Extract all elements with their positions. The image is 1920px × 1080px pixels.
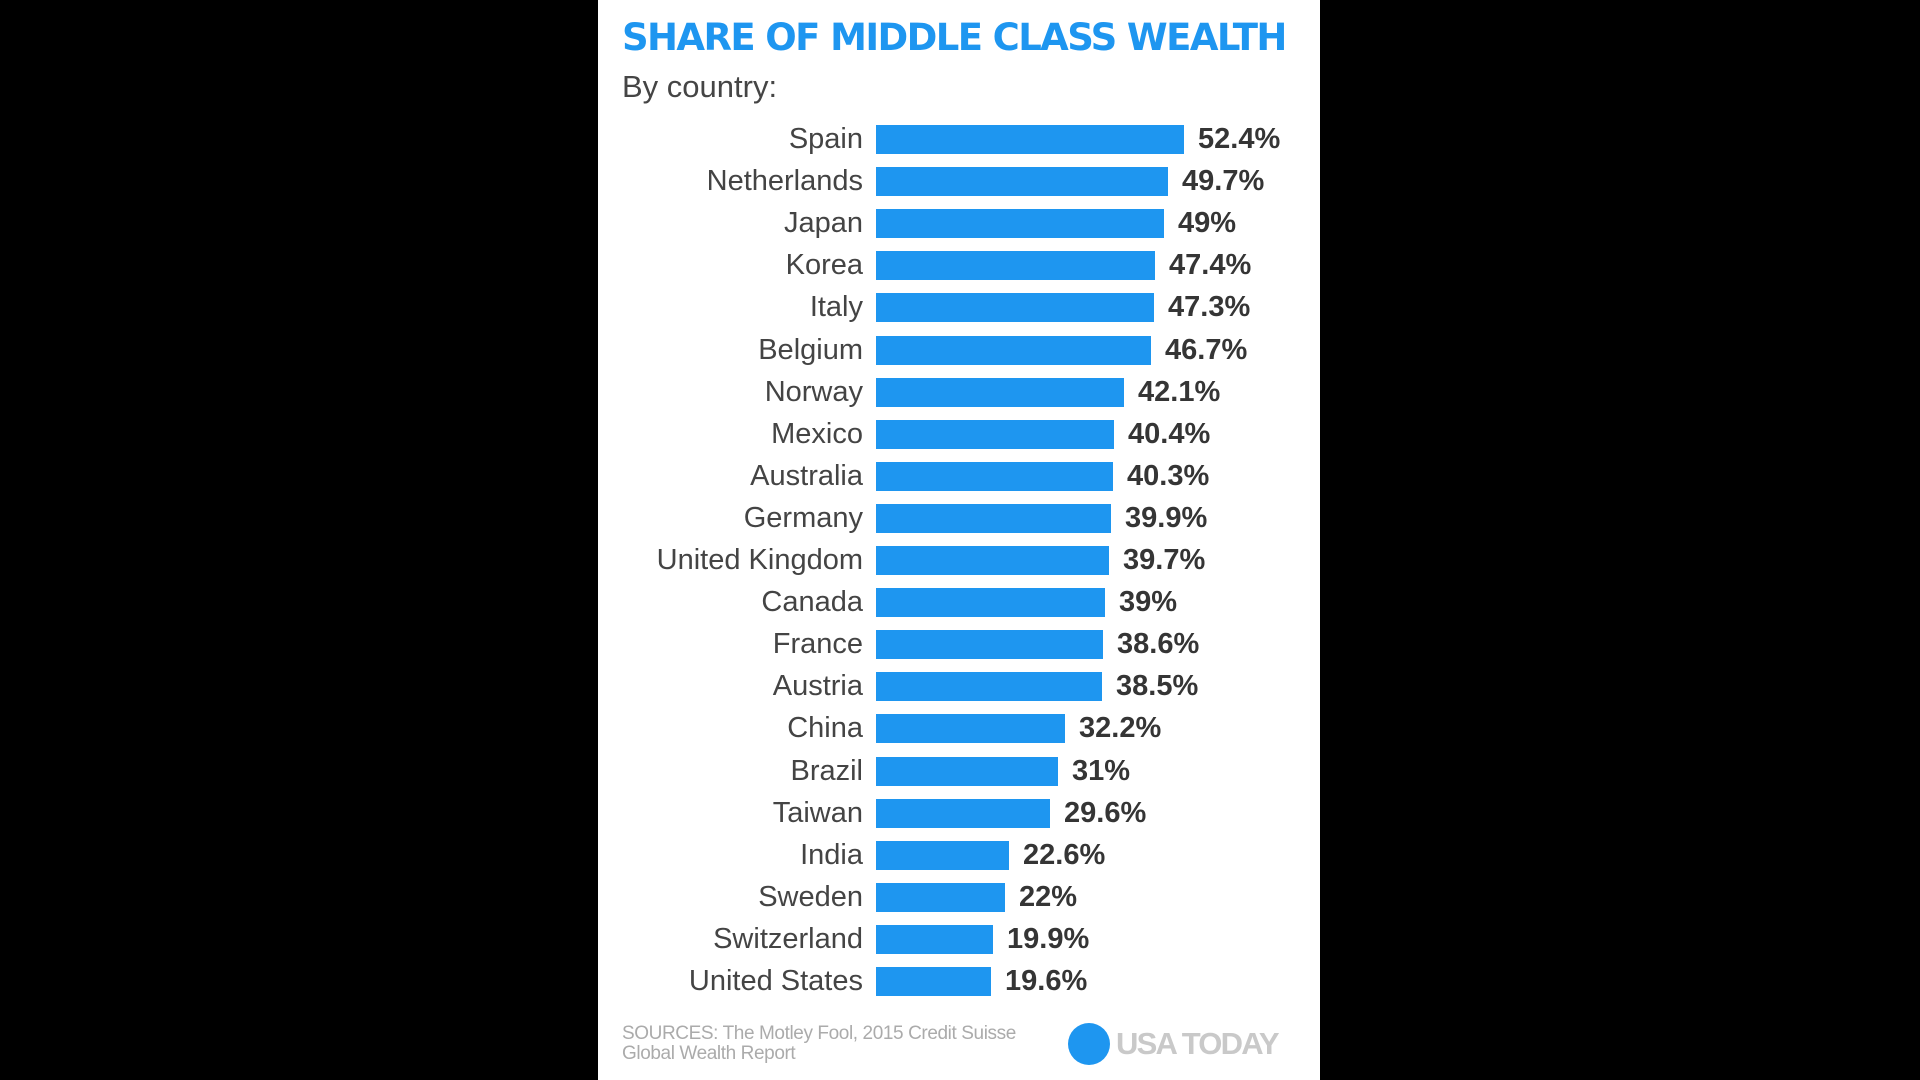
bar (876, 630, 1103, 659)
bar-row: United Kingdom 39.7% (598, 544, 1320, 576)
bar (876, 714, 1065, 743)
bar (876, 293, 1154, 322)
usa-today-logo: USA TODAY (1068, 1022, 1280, 1066)
bar-row: Germany 39.9% (598, 502, 1320, 534)
country-label: Switzerland (713, 923, 863, 955)
value-label: 40.3% (1127, 460, 1210, 492)
value-label: 39% (1119, 586, 1178, 618)
country-label: Canada (761, 586, 863, 618)
bar (876, 967, 991, 996)
value-label: 47.4% (1169, 249, 1252, 281)
value-label: 46.7% (1165, 334, 1248, 366)
value-label: 22% (1019, 881, 1078, 913)
value-label: 39.9% (1125, 502, 1208, 534)
bar (876, 757, 1058, 786)
usa-today-wordmark: USA TODAY (1116, 1026, 1280, 1061)
bar-row: Australia 40.3% (598, 460, 1320, 492)
value-label: 38.5% (1116, 670, 1199, 702)
value-label: 19.9% (1007, 923, 1090, 955)
country-label: Japan (783, 207, 863, 239)
bar (876, 504, 1111, 533)
bar (876, 546, 1109, 575)
country-label: Korea (785, 249, 863, 281)
country-label: Brazil (790, 755, 863, 787)
value-label: 32.2% (1079, 712, 1162, 744)
country-label: Sweden (758, 881, 863, 913)
bar-row: France 38.6% (598, 628, 1320, 660)
bar-row: India 22.6% (598, 839, 1320, 871)
value-label: 31% (1072, 755, 1131, 787)
country-label: Austria (772, 670, 863, 702)
bar (876, 588, 1105, 617)
bar (876, 167, 1168, 196)
bar (876, 799, 1050, 828)
bar-row: Japan 49% (598, 207, 1320, 239)
bar-row: Korea 47.4% (598, 249, 1320, 281)
bar-row: Norway 42.1% (598, 376, 1320, 408)
bar-row: Switzerland 19.9% (598, 923, 1320, 955)
value-label: 40.4% (1128, 418, 1211, 450)
bar (876, 925, 993, 954)
country-label: India (800, 839, 863, 871)
bar (876, 125, 1184, 154)
country-label: Belgium (758, 334, 863, 366)
bar (876, 251, 1155, 280)
bar (876, 462, 1113, 491)
chart-subtitle: By country: (622, 69, 778, 104)
bar (876, 420, 1114, 449)
country-label: Italy (809, 291, 863, 323)
bar (876, 883, 1005, 912)
bar-row: China 32.2% (598, 712, 1320, 744)
bar-row: Spain 52.4% (598, 123, 1320, 155)
bar-row: Belgium 46.7% (598, 334, 1320, 366)
country-label: Netherlands (706, 165, 863, 197)
sources-note: SOURCES: The Motley Fool, 2015 Credit Su… (622, 1023, 1016, 1064)
value-label: 49% (1178, 207, 1237, 239)
value-label: 22.6% (1023, 839, 1106, 871)
value-label: 49.7% (1182, 165, 1265, 197)
usa-today-circle-icon (1068, 1023, 1110, 1065)
bar-row: Mexico 40.4% (598, 418, 1320, 450)
country-label: United Kingdom (656, 544, 863, 576)
bar (876, 336, 1151, 365)
country-label: United States (688, 965, 863, 997)
country-label: Spain (788, 123, 863, 155)
bar-row: United States 19.6% (598, 965, 1320, 997)
country-label: France (772, 628, 863, 660)
country-label: Norway (764, 376, 863, 408)
bar-row: Taiwan 29.6% (598, 797, 1320, 829)
bar-row: Brazil 31% (598, 755, 1320, 787)
value-label: 38.6% (1117, 628, 1200, 660)
country-label: Germany (743, 502, 863, 534)
bar-row: Canada 39% (598, 586, 1320, 618)
value-label: 47.3% (1168, 291, 1251, 323)
chart-title: SHARE OF MIDDLE CLASS WEALTH (622, 16, 1287, 59)
bar (876, 378, 1124, 407)
bar (876, 841, 1009, 870)
infographic-panel: SHARE OF MIDDLE CLASS WEALTH By country:… (598, 0, 1320, 1080)
bar-row: Netherlands 49.7% (598, 165, 1320, 197)
bar-row: Austria 38.5% (598, 670, 1320, 702)
country-label: Mexico (771, 418, 863, 450)
value-label: 42.1% (1138, 376, 1221, 408)
bar (876, 209, 1164, 238)
value-label: 29.6% (1064, 797, 1147, 829)
bar (876, 672, 1102, 701)
country-label: Taiwan (772, 797, 863, 829)
country-label: China (787, 712, 863, 744)
bar-row: Sweden 22% (598, 881, 1320, 913)
value-label: 52.4% (1198, 123, 1281, 155)
bar-row: Italy 47.3% (598, 291, 1320, 323)
value-label: 39.7% (1123, 544, 1206, 576)
value-label: 19.6% (1005, 965, 1088, 997)
country-label: Australia (750, 460, 863, 492)
